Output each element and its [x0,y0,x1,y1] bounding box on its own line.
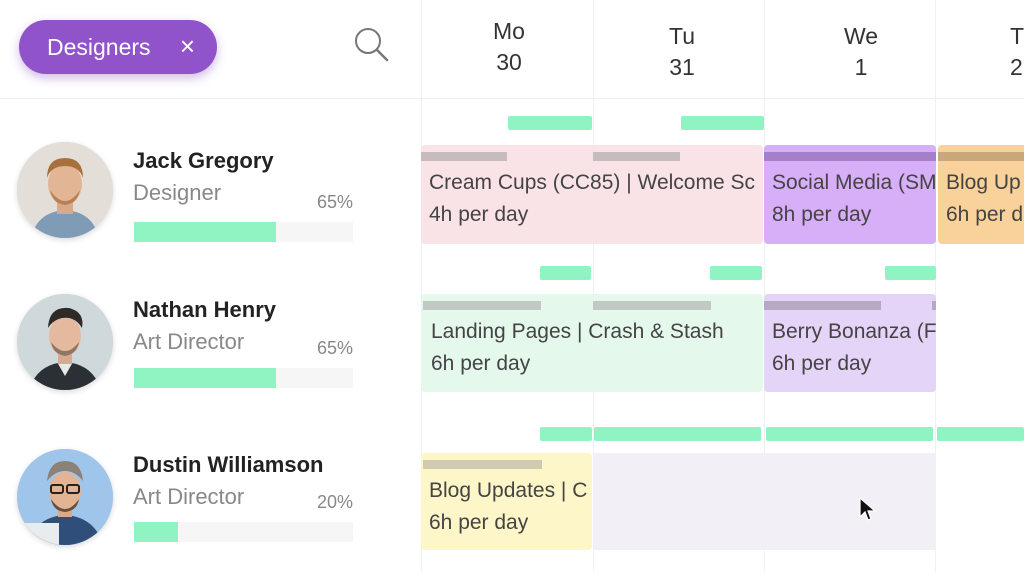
task-hours: 6h per day [429,511,529,534]
filter-chip-designers[interactable]: Designers × [19,20,217,74]
task-title: Landing Pages | Crash & Stash [431,320,724,343]
day-header-dow: Mo [493,18,525,44]
day-header-we: We 1 [801,21,921,83]
task-hours: 6h per d [946,203,1024,226]
avatar[interactable] [17,294,113,390]
task-hours: 8h per day [772,203,872,226]
column-divider [593,0,594,572]
task-progress-bar [423,301,541,310]
column-divider [421,0,422,572]
person-role: Art Director [133,484,245,509]
utilization-label: 65% [316,338,353,358]
column-divider [935,0,936,572]
availability-strip [937,427,1024,441]
task-block[interactable]: Cream Cups (CC85) | Welcome Sc 4h per da… [421,145,763,244]
task-hours: 4h per day [429,203,529,226]
close-icon[interactable]: × [179,31,195,61]
task-block[interactable]: Blog Up 6h per d [938,145,1024,244]
day-header-th: T 2 [1010,21,1024,83]
day-header-date: 31 [669,54,695,80]
day-header-dow: We [843,23,879,49]
person-name[interactable]: Dustin Williamson [133,452,324,477]
task-progress-bar [421,152,507,161]
utilization-bar [134,222,353,242]
utilization-bar [134,522,353,542]
utilization-bar [134,368,353,388]
day-header-date: 2 [1010,54,1023,80]
task-title: Cream Cups (CC85) | Welcome Sc [429,171,755,194]
person-name[interactable]: Nathan Henry [133,297,277,322]
availability-strip [508,116,592,130]
availability-strip [540,266,591,280]
utilization-fill [134,522,178,542]
day-header-date: 1 [854,54,868,80]
task-progress-bar [593,152,680,161]
task-progress-bar [764,152,936,161]
column-divider [764,0,765,572]
task-progress-bar [764,301,881,310]
selected-range[interactable] [593,453,936,550]
mouse-cursor-icon [858,496,878,523]
search-icon[interactable] [352,24,392,64]
utilization-label: 20% [316,492,353,512]
task-block[interactable]: Berry Bonanza (F 6h per day [764,294,936,392]
task-hours: 6h per day [772,352,872,375]
utilization-label: 65% [316,192,353,212]
task-block[interactable]: Landing Pages | Crash & Stash 6h per day [421,294,763,392]
task-block[interactable]: Social Media (SM 8h per day [764,145,936,244]
availability-strip [766,427,933,441]
availability-strip [681,116,764,130]
day-header-tu: Tu 31 [622,21,742,83]
task-title: Social Media (SM [772,171,936,194]
day-header-dow: T [1010,23,1024,49]
availability-strip [710,266,762,280]
task-hours: 6h per day [431,352,531,375]
avatar[interactable] [17,449,113,545]
availability-strip [594,427,761,441]
availability-strip [540,427,592,441]
task-progress-bar [932,301,936,310]
task-title: Berry Bonanza (F [772,320,936,343]
utilization-fill [134,368,277,388]
day-header-dow: Tu [669,23,695,49]
task-progress-bar [423,460,542,469]
task-title: Blog Up [946,171,1021,194]
avatar[interactable] [17,142,113,238]
day-header-date: 30 [496,49,522,75]
person-name[interactable]: Jack Gregory [133,148,274,173]
task-title: Blog Updates | C [429,479,588,502]
day-header-mo: Mo 30 [449,16,569,78]
task-progress-bar [593,301,711,310]
person-role: Designer [133,180,222,205]
availability-strip [885,266,936,280]
filter-chip-label: Designers [47,33,151,60]
header-divider [0,98,1024,99]
person-role: Art Director [133,329,245,354]
task-block[interactable]: Blog Updates | C 6h per day [421,453,592,550]
utilization-fill [134,222,277,242]
task-progress-bar [938,152,1024,161]
